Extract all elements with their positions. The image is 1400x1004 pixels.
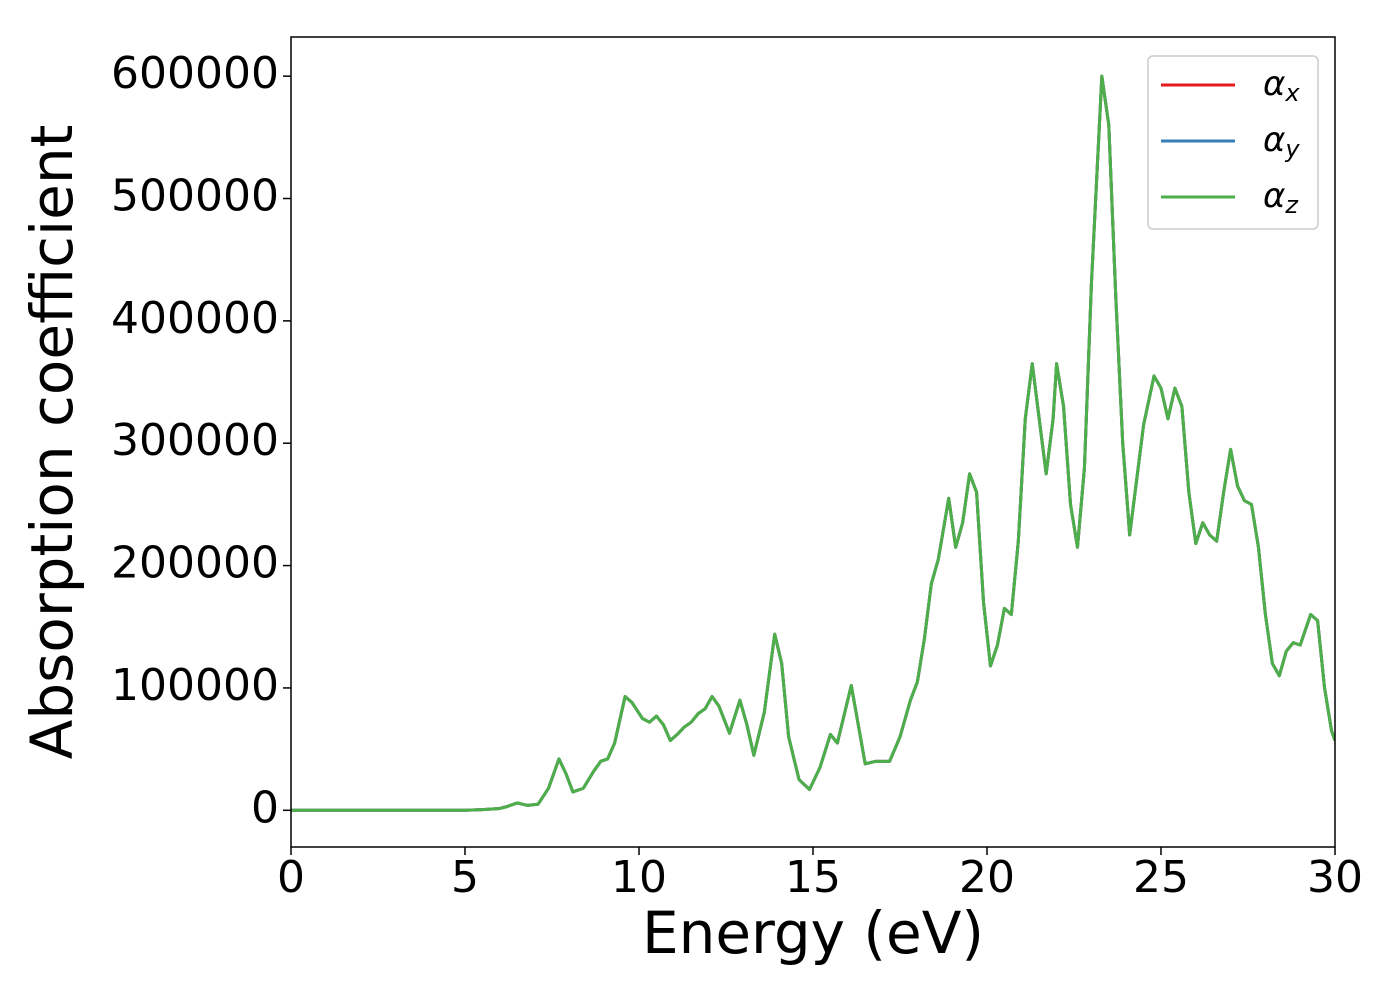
y-tick-label: 0	[251, 782, 279, 833]
y-tick-label: 400000	[111, 293, 279, 344]
y-tick-label: 200000	[111, 538, 279, 589]
x-tick-label: 5	[451, 852, 479, 903]
x-tick-label: 20	[959, 852, 1015, 903]
y-tick-label: 300000	[111, 415, 279, 466]
y-tick-label: 600000	[111, 48, 279, 99]
legend-label: αz	[1263, 176, 1299, 220]
x-tick-label: 30	[1307, 852, 1363, 903]
legend-label: αx	[1263, 64, 1300, 108]
x-axis-label: Energy (eV)	[642, 899, 984, 967]
plot-frame	[290, 36, 1336, 848]
y-axis-label: Absorption coefficient	[18, 125, 86, 760]
y-tick-label: 500000	[111, 171, 279, 222]
legend-label: αy	[1263, 120, 1300, 164]
x-tick-label: 15	[785, 852, 841, 903]
y-tick-label: 100000	[111, 660, 279, 711]
series-line	[291, 74, 1335, 812]
x-tick-label: 0	[277, 852, 305, 903]
x-tick-label: 25	[1133, 852, 1189, 903]
x-tick-label: 10	[611, 852, 667, 903]
